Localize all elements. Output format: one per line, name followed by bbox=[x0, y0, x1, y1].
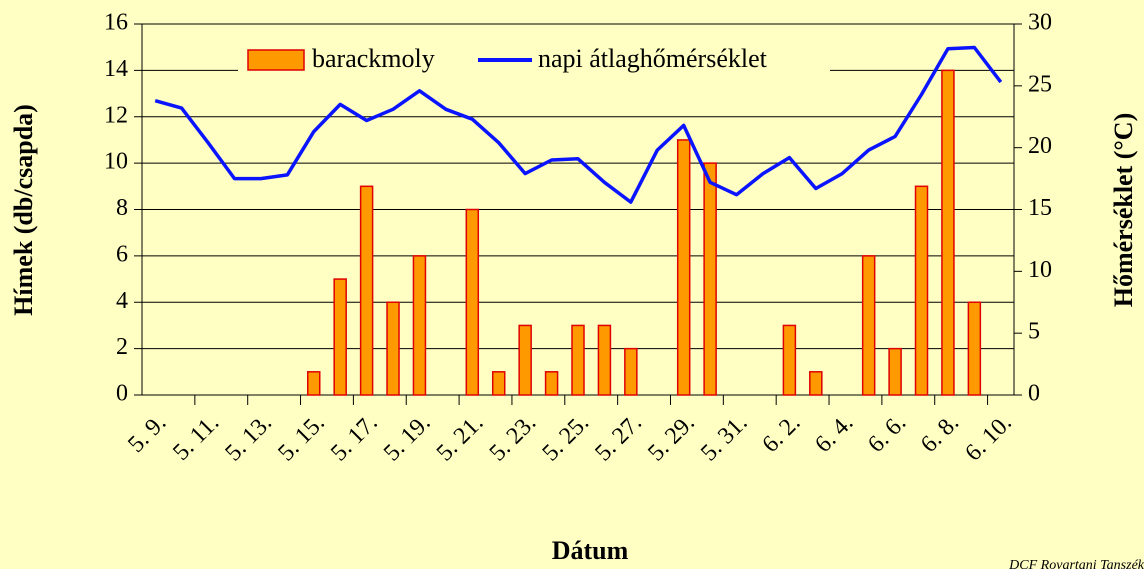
y-tick-label: 14 bbox=[104, 56, 128, 82]
y2-tick-label: 0 bbox=[1028, 381, 1040, 407]
bar bbox=[307, 371, 321, 396]
y2-tick-label: 25 bbox=[1028, 71, 1052, 97]
y2-tick-label: 30 bbox=[1028, 10, 1052, 36]
legend-label: barackmoly bbox=[312, 44, 435, 73]
bar bbox=[967, 301, 982, 396]
line bbox=[154, 45, 1003, 204]
bar bbox=[624, 347, 638, 396]
bar bbox=[544, 371, 559, 396]
y2-tick-label: 20 bbox=[1028, 133, 1052, 159]
legend-label: napi átlaghőmérséklet bbox=[538, 44, 768, 73]
bar bbox=[359, 185, 374, 396]
x-axis-label: Dátum bbox=[552, 536, 629, 565]
y2-tick-label: 15 bbox=[1028, 195, 1052, 221]
y-tick-label: 4 bbox=[116, 288, 128, 314]
bar bbox=[861, 255, 876, 396]
bar bbox=[782, 324, 797, 396]
y-axis-label: Hímek (db/csapda) bbox=[9, 104, 38, 316]
bar bbox=[809, 371, 823, 396]
bar bbox=[518, 324, 532, 396]
bar bbox=[888, 347, 902, 396]
footer: DCF Rovartani Tanszék bbox=[1008, 558, 1144, 569]
y-tick-label: 16 bbox=[104, 10, 128, 36]
y-tick-label: 10 bbox=[104, 149, 128, 175]
y-tick-label: 2 bbox=[116, 334, 128, 360]
bar bbox=[386, 301, 400, 396]
bar bbox=[597, 324, 612, 396]
y2-axis-label: Hőmérséklet (°C) bbox=[1109, 113, 1138, 308]
y-tick-label: 8 bbox=[116, 195, 128, 221]
y-tick-label: 0 bbox=[116, 381, 128, 407]
bar bbox=[465, 208, 480, 396]
bar bbox=[703, 162, 717, 396]
bar bbox=[676, 139, 691, 396]
bar bbox=[914, 185, 929, 396]
y2-tick-label: 5 bbox=[1028, 319, 1040, 345]
bar bbox=[571, 324, 585, 396]
y2-tick-label: 10 bbox=[1028, 257, 1052, 283]
y-tick-label: 12 bbox=[104, 102, 128, 128]
y-tick-label: 6 bbox=[116, 241, 128, 267]
legend-swatch bbox=[247, 49, 305, 71]
bar bbox=[491, 371, 506, 396]
bar bbox=[412, 255, 427, 396]
bar bbox=[941, 69, 955, 396]
bar bbox=[333, 278, 347, 396]
legend-box bbox=[238, 40, 830, 80]
